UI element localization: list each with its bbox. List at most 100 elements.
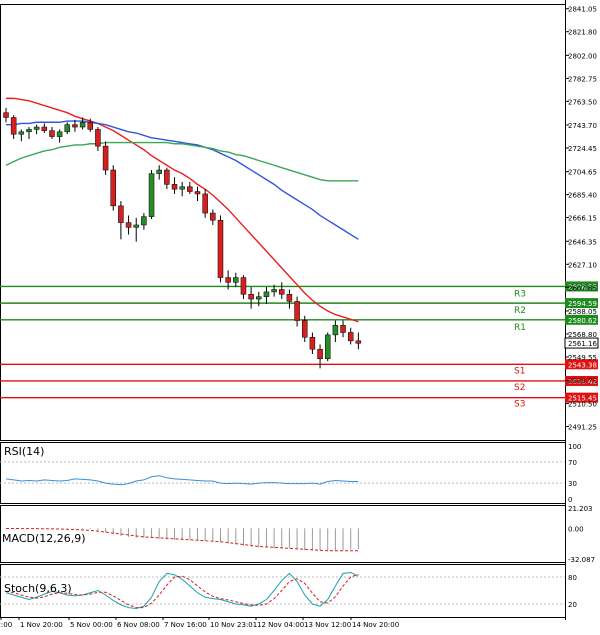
stoch-label: Stoch(9,6,3) xyxy=(4,582,72,595)
time-tick-label: 1 Nov 20:00 xyxy=(20,621,63,629)
level-price-s2: 2529.42 xyxy=(568,378,597,386)
macd-panel xyxy=(0,505,566,563)
moving-average-1 xyxy=(6,120,359,240)
rsi-tick-label: 0 xyxy=(568,496,572,504)
candle-body xyxy=(286,294,293,302)
level-price-r3: 2608.55 xyxy=(568,283,597,291)
level-price-s3: 2515.45 xyxy=(568,395,597,403)
macd-signal-line xyxy=(6,527,359,552)
candle-body xyxy=(102,145,109,171)
rsi-label: RSI(14) xyxy=(4,445,44,458)
candle-body xyxy=(10,117,17,135)
candle-body xyxy=(233,277,239,283)
rsi-panel xyxy=(0,442,566,504)
candle-body xyxy=(64,124,71,133)
rsi-line xyxy=(5,475,359,486)
price-tick-label: 2821.80 xyxy=(568,29,597,37)
price-tick-label: 2724.45 xyxy=(568,145,597,153)
candle-body xyxy=(87,122,94,130)
level-price-s1: 2543.38 xyxy=(568,361,597,369)
candle-body xyxy=(332,325,339,336)
time-tick-label: 12 Nov 04:00 xyxy=(257,621,304,629)
macd-label: MACD(12,26,9) xyxy=(2,532,86,545)
current-price-box xyxy=(564,337,599,349)
price-tick-label: 2704.65 xyxy=(568,169,597,177)
candle-body xyxy=(179,186,185,190)
macd-tick-label: -32.087 xyxy=(568,556,595,564)
level-price-box-s2 xyxy=(565,375,598,386)
candle-body xyxy=(271,289,277,293)
price-tick-label: 2568.80 xyxy=(568,331,597,339)
level-name-r1: R1 xyxy=(514,323,526,333)
candle-body xyxy=(156,169,162,174)
candle-body xyxy=(279,289,285,295)
candle-body xyxy=(340,325,346,333)
moving-average-0 xyxy=(6,97,359,323)
price-tick-label: 2510.50 xyxy=(568,401,597,409)
level-price-r2: 2594.59 xyxy=(568,300,597,308)
macd-tick-label: 21.203 xyxy=(568,505,593,513)
candle-body xyxy=(263,291,270,297)
candle-body xyxy=(256,296,262,300)
moving-average-2 xyxy=(5,141,359,182)
candle-body xyxy=(41,126,48,131)
candle-body xyxy=(355,340,362,344)
candle-body xyxy=(194,191,201,195)
time-tick-label: 13 Nov 12:00 xyxy=(304,621,351,629)
candle-body xyxy=(210,212,216,221)
stoch-tick-label: 20 xyxy=(568,601,577,609)
macd-tick-label: 0.00 xyxy=(568,525,584,533)
rsi-tick-label: 30 xyxy=(568,480,577,488)
price-tick-label: 2627.10 xyxy=(568,261,597,269)
candle-body xyxy=(95,129,101,147)
price-tick-label: 2607.85 xyxy=(568,284,597,292)
level-price-box-s1 xyxy=(565,359,598,370)
stoch-k-line xyxy=(5,571,359,610)
candle-body xyxy=(148,173,155,217)
candle-body xyxy=(187,186,193,192)
price-tick-label: 2685.40 xyxy=(568,192,597,200)
candle-body xyxy=(202,193,208,214)
candle-body xyxy=(225,277,231,283)
candle-body xyxy=(141,216,147,226)
time-tick-label: 12:00 xyxy=(0,621,12,629)
current-price-label: 2561.16 xyxy=(568,340,597,348)
candle-body xyxy=(133,224,139,228)
candle-body xyxy=(49,130,55,137)
time-tick-label: 14 Nov 20:00 xyxy=(352,621,399,629)
candle-body xyxy=(164,169,170,185)
price-tick-label: 2743.70 xyxy=(568,122,597,130)
candle-body xyxy=(79,122,86,128)
price-tick-label: 2588.05 xyxy=(568,308,597,316)
rsi-tick-label: 70 xyxy=(568,459,577,467)
candle-body xyxy=(3,112,9,118)
time-tick-label: 10 Nov 23:01 xyxy=(210,621,257,629)
candle-body xyxy=(217,219,224,278)
candle-body xyxy=(248,294,254,300)
stoch-tick-label: 80 xyxy=(568,574,577,582)
level-price-box-s3 xyxy=(565,392,598,403)
candle-body xyxy=(347,332,354,342)
level-name-s1: S1 xyxy=(514,366,525,376)
price-tick-label: 2646.35 xyxy=(568,238,597,246)
price-tick-label: 2491.25 xyxy=(568,424,597,432)
stoch-d-line xyxy=(5,573,359,609)
candle-body xyxy=(118,205,124,223)
candle-body xyxy=(26,129,32,133)
candle-body xyxy=(240,277,247,295)
candle-body xyxy=(301,320,308,338)
stoch-panel xyxy=(0,564,566,618)
candle-body xyxy=(110,169,116,207)
level-price-box-r3 xyxy=(565,281,598,292)
level-price-box-r1 xyxy=(565,314,598,325)
price-tick-label: 2666.15 xyxy=(568,215,597,223)
level-name-r3: R3 xyxy=(514,289,526,299)
candle-body xyxy=(294,301,300,321)
price-tick-label: 2782.75 xyxy=(568,75,597,83)
candle-body xyxy=(171,184,178,190)
time-tick-label: 6 Nov 08:00 xyxy=(117,621,160,629)
candle-body xyxy=(72,124,78,128)
candle-body xyxy=(18,131,25,135)
candle-body xyxy=(125,222,132,228)
price-tick-label: 2763.50 xyxy=(568,98,597,106)
